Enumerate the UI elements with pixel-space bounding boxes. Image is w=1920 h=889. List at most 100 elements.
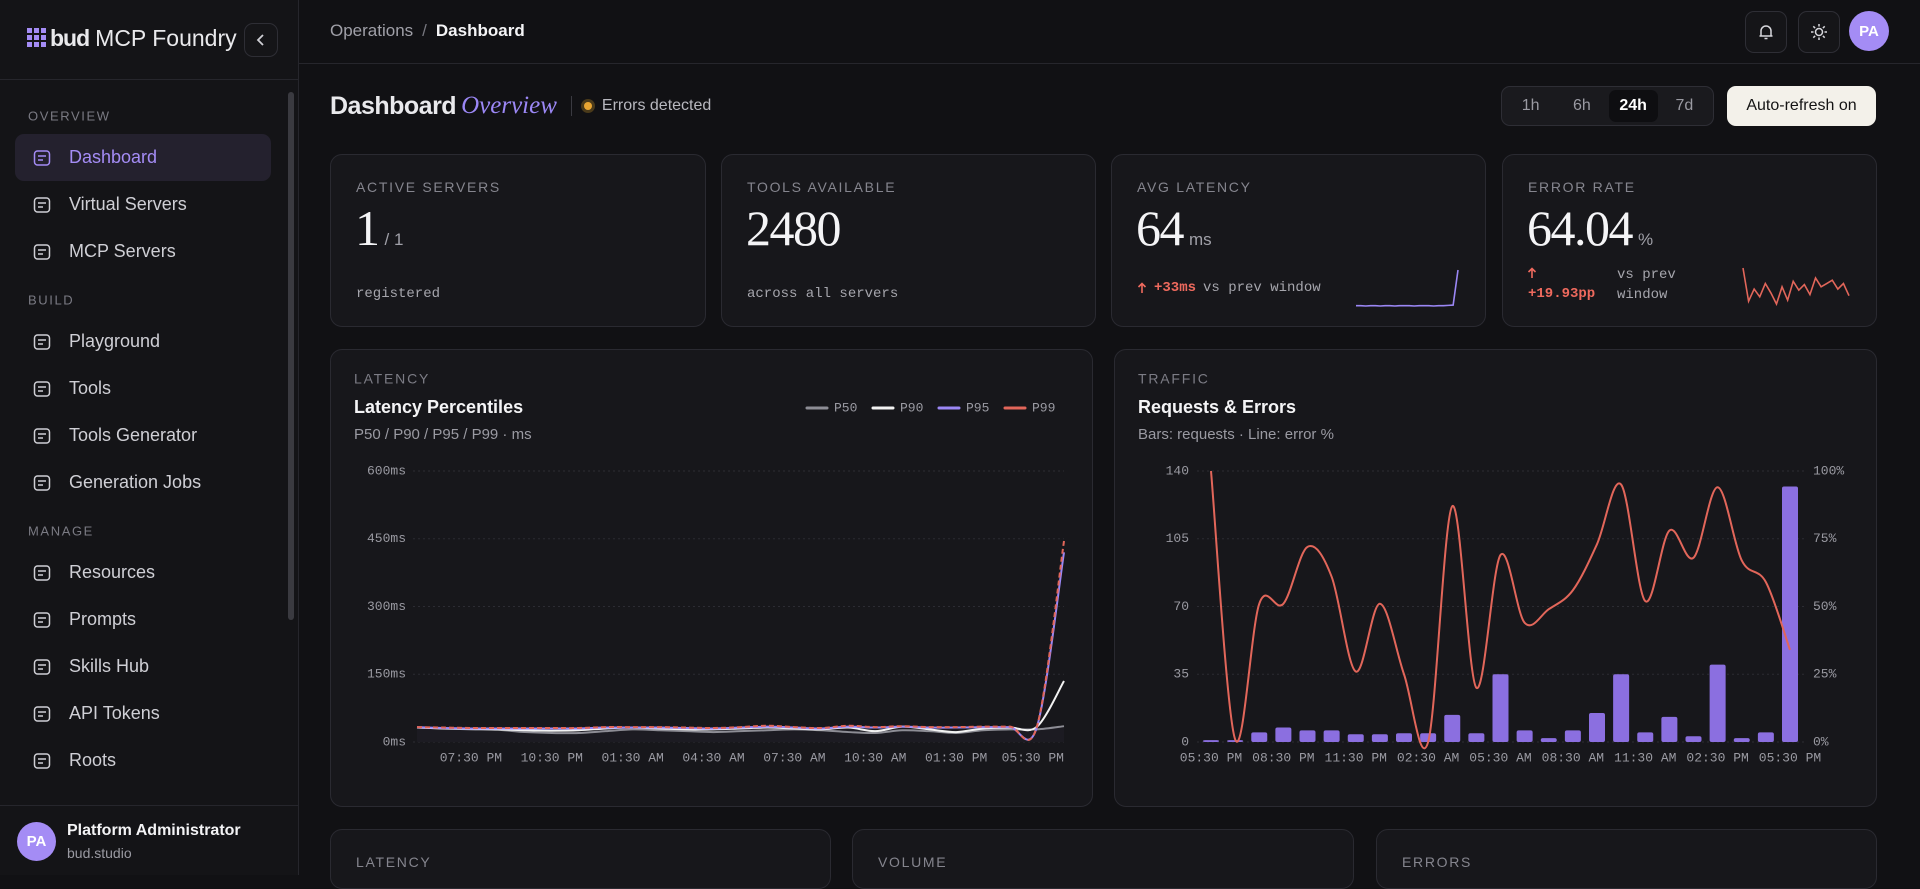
y2-tick-label: 75% (1813, 531, 1837, 546)
y-tick-label: 35 (1173, 667, 1189, 682)
auto-refresh-button[interactable]: Auto-refresh on (1727, 86, 1876, 126)
nav: OVERVIEW Dashboard Virtual Servers MCP Serv… (0, 0, 285, 800)
y-tick-label: 450ms (367, 531, 406, 546)
y-tick-label: 0 (1181, 734, 1189, 749)
chart-title: Latency Percentiles (354, 397, 523, 417)
x-tick-label: 07:30 AM (763, 750, 825, 765)
x-tick-label: 11:30 PM (1325, 750, 1387, 765)
x-tick-label: 10:30 PM (521, 750, 583, 765)
nav-item[interactable]: Generation Jobs (15, 459, 271, 506)
nav-item[interactable]: Tools (15, 365, 271, 412)
y-tick-label: 300ms (367, 599, 406, 614)
x-tick-label: 10:30 AM (844, 750, 906, 765)
nav-item[interactable]: MCP Servers (15, 228, 271, 275)
breadcrumb-item[interactable]: Operations (330, 21, 414, 40)
nav-label: Tools (69, 378, 112, 398)
range-button[interactable]: 7d (1675, 97, 1694, 114)
y2-tick-label: 0% (1813, 734, 1829, 749)
sun-icon (1811, 24, 1827, 40)
kpi-delta-row: +33ms vs prev window (1137, 280, 1321, 296)
user-avatar: PA (17, 822, 56, 861)
y-tick-label: 70 (1173, 599, 1189, 614)
notifications-button[interactable] (1745, 11, 1787, 53)
status-text: Errors detected (601, 97, 712, 114)
bottom-card: VOLUME (852, 829, 1354, 889)
kpi-card: AVG LATENCY 64 ms +33ms vs prev window (1111, 154, 1486, 327)
bar (1492, 674, 1509, 742)
theme-button[interactable] (1798, 11, 1840, 53)
error-line (1210, 470, 1791, 750)
nav-label: Generation Jobs (69, 472, 202, 492)
bar (1782, 486, 1798, 742)
nav-item[interactable]: Skills Hub (15, 643, 271, 690)
nav-item[interactable]: Virtual Servers (15, 181, 271, 228)
chart-section: TRAFFIC (1138, 371, 1210, 387)
y-tick-label: 600ms (367, 463, 406, 478)
breadcrumb-separator: / (422, 21, 427, 40)
kpi-value-group: 1/ 1 (355, 199, 403, 257)
x-tick-label: 11:30 AM (1614, 750, 1676, 765)
bar (1299, 730, 1316, 742)
nav-icon (33, 658, 51, 675)
nav-section-title: BUILD (28, 292, 75, 308)
y2-tick-label: 25% (1813, 667, 1837, 682)
nav-icon (33, 474, 51, 491)
chart-subtitle: Bars: requests · Line: error % (1138, 426, 1334, 443)
kpi-value-group: 64.04% (1527, 199, 1653, 257)
x-tick-label: 02:30 PM (1686, 750, 1748, 765)
kpi-suffix: / 1 (384, 230, 404, 249)
legend-label: P90 (900, 400, 923, 415)
breadcrumb-item: Dashboard (435, 21, 525, 40)
title-row: Dashboard Overview Errors detected (330, 88, 711, 124)
range-button[interactable]: 24h (1608, 90, 1658, 122)
chart-section: LATENCY (354, 371, 430, 387)
nav-label: Prompts (69, 609, 137, 629)
nav-item[interactable]: Prompts (15, 596, 271, 643)
nav-item[interactable]: Playground (15, 318, 271, 365)
chart-subtitle: P50 / P90 / P95 / P99 · ms (354, 426, 532, 443)
kpi-value: 64.04 (1527, 200, 1634, 256)
sparkline-line (1742, 267, 1850, 307)
up-arrow (1137, 282, 1147, 293)
nav-item[interactable]: API Tokens (15, 690, 271, 737)
traffic-chart: TRAFFIC Requests & Errors Bars: requests ·… (1138, 371, 1844, 766)
bar (1540, 738, 1557, 742)
nav-item[interactable]: Roots (15, 737, 271, 784)
nav-item[interactable]: Tools Generator (15, 412, 271, 459)
sidebar: bud MCP Foundry OVERVIEW Dashboard Virtual… (0, 0, 299, 875)
page-subtitle: Overview (461, 92, 557, 119)
kpi-note: registered (356, 286, 441, 302)
nav-icon (33, 196, 51, 213)
range-button[interactable]: 1h (1521, 97, 1540, 114)
nav-icon (33, 752, 51, 769)
y-tick-label: 150ms (367, 667, 406, 682)
nav-item[interactable]: Resources (15, 549, 271, 596)
latency-chart: LATENCY Latency Percentiles P50 / P90 / P9… (354, 371, 1065, 765)
bar (1589, 712, 1605, 742)
bar (1371, 734, 1388, 742)
nav-item[interactable]: Dashboard (15, 134, 271, 181)
x-tick-label: 04:30 AM (682, 750, 744, 765)
nav-icon (33, 149, 51, 166)
chart-title: Requests & Errors (1138, 397, 1296, 417)
collapse-button[interactable] (244, 23, 278, 57)
brand-name: bud (50, 25, 90, 51)
series-line (416, 680, 1065, 734)
plot-shade (417, 728, 1064, 742)
bar (1516, 730, 1533, 742)
header-avatar[interactable]: PA (1849, 11, 1889, 51)
nav-label: Playground (69, 331, 161, 351)
bar (1444, 714, 1461, 742)
bar (1661, 716, 1678, 742)
bar (1203, 740, 1219, 742)
y-tick-label: 140 (1166, 463, 1189, 478)
kpi-card: ERROR RATE 64.04% +19.93pp vs prev windo… (1502, 154, 1877, 327)
divider (570, 96, 572, 116)
x-tick-label: 08:30 PM (1252, 750, 1314, 765)
range-selector: 1h 6h 24h 7d (1501, 86, 1714, 126)
card-label: ERRORS (1402, 854, 1473, 870)
range-button[interactable]: 6h (1572, 97, 1591, 114)
x-tick-label: 05:30 AM (1469, 750, 1531, 765)
bottom-card: ERRORS (1376, 829, 1877, 889)
chevron-icon (256, 34, 264, 46)
